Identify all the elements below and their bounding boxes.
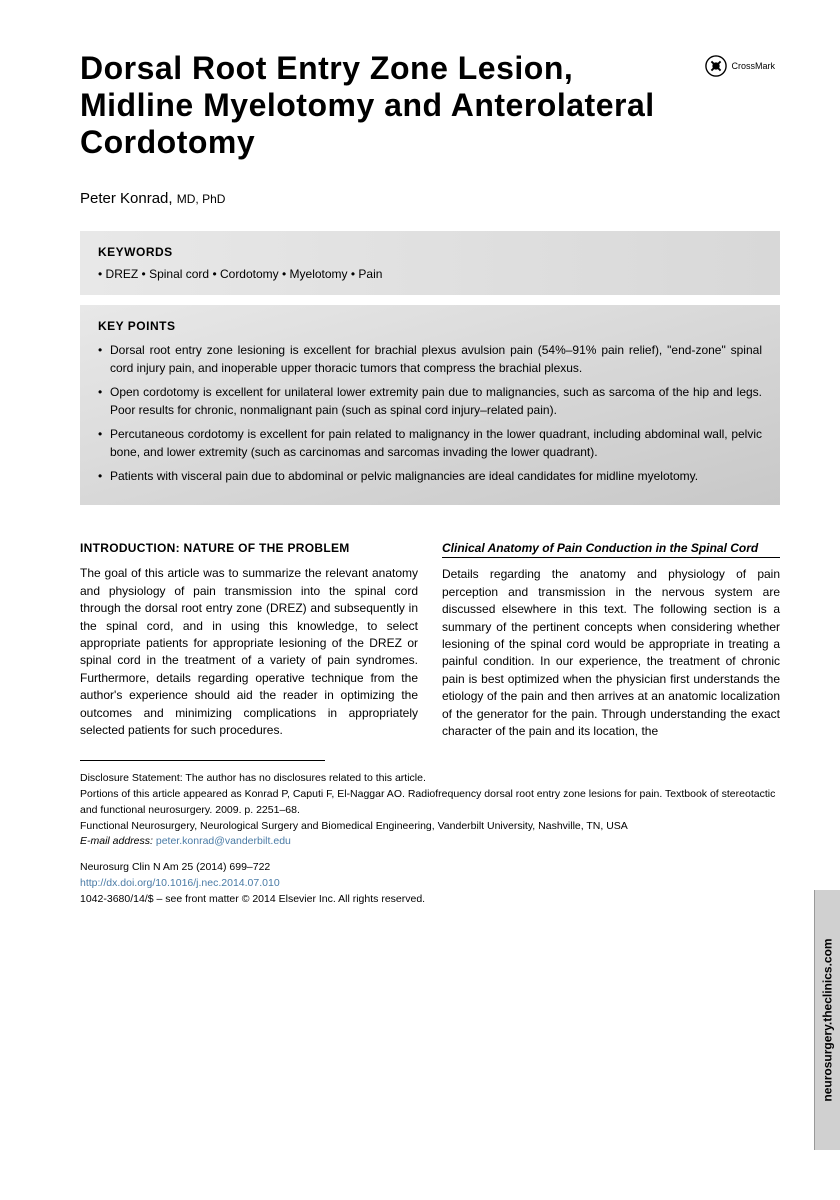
side-tab-text: neurosurgery.theclinics.com	[821, 938, 835, 1101]
doi-link[interactable]: http://dx.doi.org/10.1016/j.nec.2014.07.…	[80, 876, 780, 892]
copyright-line: 1042-3680/14/$ – see front matter © 2014…	[80, 892, 780, 908]
keypoint-item: Patients with visceral pain due to abdom…	[98, 467, 762, 485]
author-degrees: MD, PhD	[177, 192, 226, 206]
subsection-heading: Clinical Anatomy of Pain Conduction in t…	[442, 541, 780, 555]
journal-citation: Neurosurg Clin N Am 25 (2014) 699–722	[80, 860, 780, 876]
author-name: Peter Konrad,	[80, 190, 173, 207]
keypoint-item: Open cordotomy is excellent for unilater…	[98, 383, 762, 419]
subsection-text: Details regarding the anatomy and physio…	[442, 566, 780, 740]
author-line: Peter Konrad, MD, PhD	[80, 190, 780, 207]
email-line: E-mail address: peter.konrad@vanderbilt.…	[80, 834, 780, 850]
body-columns: INTRODUCTION: NATURE OF THE PROBLEM The …	[80, 541, 780, 740]
keypoint-item: Dorsal root entry zone lesioning is exce…	[98, 341, 762, 377]
keywords-heading: KEYWORDS	[98, 245, 762, 259]
left-column: INTRODUCTION: NATURE OF THE PROBLEM The …	[80, 541, 418, 740]
keypoints-box: KEY POINTS Dorsal root entry zone lesion…	[80, 305, 780, 505]
crossmark-icon	[705, 55, 727, 77]
crossmark-label: CrossMark	[731, 61, 775, 71]
keypoints-heading: KEY POINTS	[98, 319, 762, 333]
keypoints-list: Dorsal root entry zone lesioning is exce…	[98, 341, 762, 485]
right-column: Clinical Anatomy of Pain Conduction in t…	[442, 541, 780, 740]
footer-rule	[80, 760, 325, 761]
article-title: Dorsal Root Entry Zone Lesion, Midline M…	[80, 50, 675, 160]
email-link[interactable]: peter.konrad@vanderbilt.edu	[156, 835, 291, 847]
email-label: E-mail address:	[80, 835, 153, 847]
subsection-rule	[442, 557, 780, 558]
keywords-line: • DREZ • Spinal cord • Cordotomy • Myelo…	[98, 267, 762, 281]
keypoint-item: Percutaneous cordotomy is excellent for …	[98, 425, 762, 461]
intro-heading: INTRODUCTION: NATURE OF THE PROBLEM	[80, 541, 418, 555]
footer-block: Disclosure Statement: The author has no …	[80, 771, 780, 907]
crossmark-badge[interactable]: CrossMark	[705, 55, 775, 77]
keywords-box: KEYWORDS • DREZ • Spinal cord • Cordotom…	[80, 231, 780, 295]
intro-text: The goal of this article was to summariz…	[80, 565, 418, 739]
side-tab[interactable]: neurosurgery.theclinics.com	[814, 890, 840, 1150]
portions-statement: Portions of this article appeared as Kon…	[80, 787, 780, 819]
affiliation: Functional Neurosurgery, Neurological Su…	[80, 819, 780, 835]
disclosure-statement: Disclosure Statement: The author has no …	[80, 771, 780, 787]
